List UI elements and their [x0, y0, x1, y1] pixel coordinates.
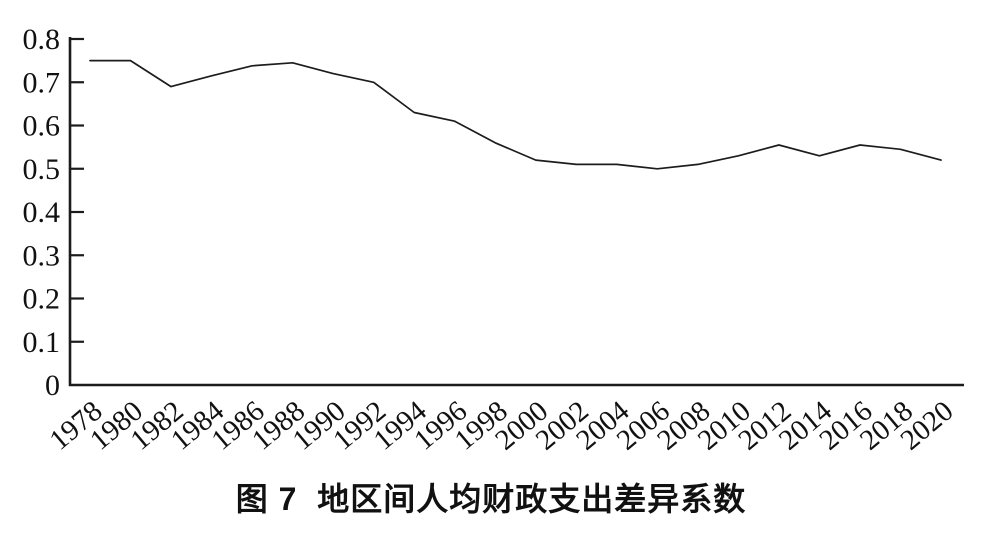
y-axis-tick-label: 0.8 [23, 23, 61, 56]
data-series-line [89, 59, 942, 170]
y-axis-tick-label: 0 [45, 369, 60, 402]
y-axis-tick-label: 0.4 [23, 196, 61, 229]
y-axis-tick-label: 0.6 [23, 110, 61, 143]
y-axis-tick-label: 0.2 [23, 283, 61, 316]
y-axis-tick-label: 0.3 [23, 239, 61, 272]
y-axis-tick-label: 0.7 [23, 66, 61, 99]
figure-caption: 图 7 地区间人均财政支出差异系数 [235, 481, 747, 517]
y-axis-tick-label: 0.5 [23, 153, 61, 186]
axis-lines [68, 37, 964, 387]
y-axis-tick-label: 0.1 [23, 326, 61, 359]
